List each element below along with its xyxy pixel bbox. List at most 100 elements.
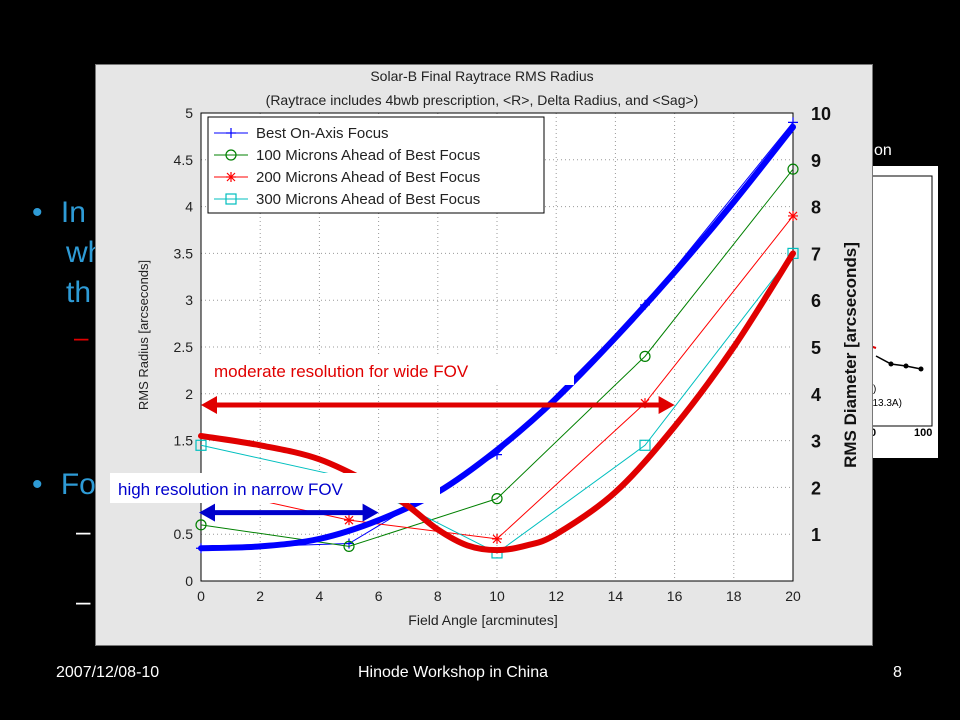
page-number: 8 bbox=[893, 664, 902, 681]
series-line-2 bbox=[200, 168, 794, 547]
bullet-text: Fo bbox=[60, 468, 96, 501]
y-tick-label: 1.5 bbox=[174, 433, 194, 449]
raytrace-rms-figure: 0246810121416182000.511.522.533.544.5512… bbox=[95, 64, 873, 646]
background-tick-100: 100 bbox=[914, 427, 932, 439]
arrow-head-left bbox=[199, 503, 215, 522]
overlay-curve-1 bbox=[198, 124, 796, 552]
data-point bbox=[195, 439, 207, 451]
overlay-curve-2 bbox=[198, 250, 796, 554]
bullet-1-line-3: th bbox=[66, 276, 91, 310]
y-tick-label: 0.5 bbox=[174, 526, 194, 542]
overlay-curves bbox=[198, 124, 796, 554]
raytrace-rms-chart: 0246810121416182000.511.522.533.544.5512… bbox=[110, 68, 860, 628]
right-y-tick-label: 1 bbox=[811, 525, 821, 545]
data-point bbox=[195, 519, 207, 531]
right-y-tick-label: 2 bbox=[811, 478, 821, 498]
annotations: moderate resolution for wide FOV high res… bbox=[110, 355, 675, 522]
legend-entry-label: 200 Microns Ahead of Best Focus bbox=[256, 169, 480, 186]
annotation-arrow bbox=[201, 396, 675, 415]
x-tick-label: 2 bbox=[256, 588, 264, 604]
sub-bullet-2: – bbox=[76, 516, 90, 547]
sub-bullet-marker: – bbox=[74, 322, 89, 352]
x-tick-label: 8 bbox=[434, 588, 442, 604]
y-tick-label: 4 bbox=[185, 199, 193, 215]
right-y-tick-label: 5 bbox=[811, 338, 821, 358]
sub-bullet-marker: – bbox=[76, 586, 91, 616]
data-point bbox=[344, 538, 354, 549]
data-point bbox=[343, 540, 355, 552]
x-tick-label: 4 bbox=[316, 588, 324, 604]
x-tick-label: 0 bbox=[197, 588, 205, 604]
annotation-label-bg bbox=[208, 355, 574, 385]
x-tick-label: 16 bbox=[667, 588, 683, 604]
chart-title: Solar-B Final Raytrace RMS Radius bbox=[370, 68, 593, 84]
background-point bbox=[918, 366, 924, 372]
x-tick-label: 18 bbox=[726, 588, 742, 604]
right-y-tick-label: 9 bbox=[811, 151, 821, 171]
x-tick-label: 12 bbox=[548, 588, 564, 604]
x-tick-label: 10 bbox=[489, 588, 505, 604]
annotation-label-bg bbox=[110, 473, 440, 503]
data-point bbox=[639, 350, 651, 362]
y-tick-label: 2 bbox=[185, 386, 193, 402]
bullet-2: • Fo bbox=[32, 468, 96, 502]
right-y-tick-label: 3 bbox=[811, 432, 821, 452]
background-plot-frame bbox=[869, 175, 933, 427]
y-tick-label: 0 bbox=[185, 573, 193, 589]
background-black-line bbox=[875, 355, 922, 370]
plot-frame bbox=[200, 112, 794, 582]
legend-entry-label: 300 Microns Ahead of Best Focus bbox=[256, 191, 480, 208]
data-point bbox=[788, 210, 798, 221]
bullet-text: th bbox=[66, 276, 92, 309]
x-axis-label: Field Angle [arcminutes] bbox=[408, 612, 557, 628]
annotation-label-wide-fov: moderate resolution for wide FOV bbox=[214, 362, 469, 381]
right-y-tick-label: 8 bbox=[811, 198, 821, 218]
data-point bbox=[491, 493, 503, 505]
sub-bullet-3: – bbox=[76, 586, 90, 617]
y-axis-label: RMS Radius [arcseconds] bbox=[136, 260, 151, 410]
axes: 0246810121416182000.511.522.533.544.5512… bbox=[174, 104, 832, 604]
data-point bbox=[225, 149, 237, 161]
bullet-text: In bbox=[60, 196, 86, 229]
sub-bullet-1: – bbox=[74, 322, 88, 353]
legend-entry-label: Best On-Axis Focus bbox=[256, 125, 389, 142]
data-point bbox=[344, 515, 354, 526]
bullet-1: • In bbox=[32, 196, 86, 230]
right-y-axis-label: RMS Diameter [arcseconds] bbox=[841, 242, 860, 468]
y-tick-label: 2.5 bbox=[174, 339, 194, 355]
legend-entry-label: 100 Microns Ahead of Best Focus bbox=[256, 147, 480, 164]
bullet-marker: • bbox=[32, 196, 43, 229]
data-point bbox=[492, 533, 502, 544]
footer-date: 2007/12/08-10 bbox=[56, 664, 160, 681]
bullet-marker: • bbox=[32, 468, 43, 501]
right-y-tick-label: 7 bbox=[811, 244, 821, 264]
x-tick-label: 20 bbox=[785, 588, 801, 604]
background-tick-0: 0 bbox=[870, 427, 876, 439]
right-y-tick-label: 10 bbox=[811, 104, 831, 124]
right-y-tick-label: 4 bbox=[811, 385, 821, 405]
background-point bbox=[888, 361, 894, 367]
right-y-tick-label: 6 bbox=[811, 291, 821, 311]
data-point bbox=[225, 193, 237, 205]
data-point bbox=[639, 439, 651, 451]
legend-box bbox=[207, 116, 545, 214]
data-point bbox=[226, 172, 236, 182]
annotation-arrow bbox=[199, 503, 379, 522]
arrow-head-right bbox=[658, 396, 675, 415]
chart-subtitle: (Raytrace includes 4bwb prescription, <R… bbox=[266, 92, 699, 108]
sub-bullet-marker: – bbox=[76, 516, 91, 546]
data-point bbox=[787, 163, 799, 175]
background-label-2: ne(13.3A) bbox=[858, 398, 902, 409]
y-tick-label: 3.5 bbox=[174, 245, 194, 261]
arrow-head-left bbox=[201, 396, 217, 415]
annotation-label-narrow-fov: high resolution in narrow FOV bbox=[118, 480, 344, 499]
x-tick-label: 6 bbox=[375, 588, 383, 604]
x-tick-label: 14 bbox=[608, 588, 624, 604]
arrow-head-right bbox=[362, 503, 379, 522]
y-tick-label: 5 bbox=[185, 105, 193, 121]
data-point bbox=[226, 128, 236, 138]
y-tick-label: 4.5 bbox=[174, 152, 194, 168]
footer-title: Hinode Workshop in China bbox=[358, 664, 549, 681]
legend: Best On-Axis Focus 100 Microns Ahead of B… bbox=[207, 116, 545, 214]
y-tick-label: 3 bbox=[185, 292, 193, 308]
